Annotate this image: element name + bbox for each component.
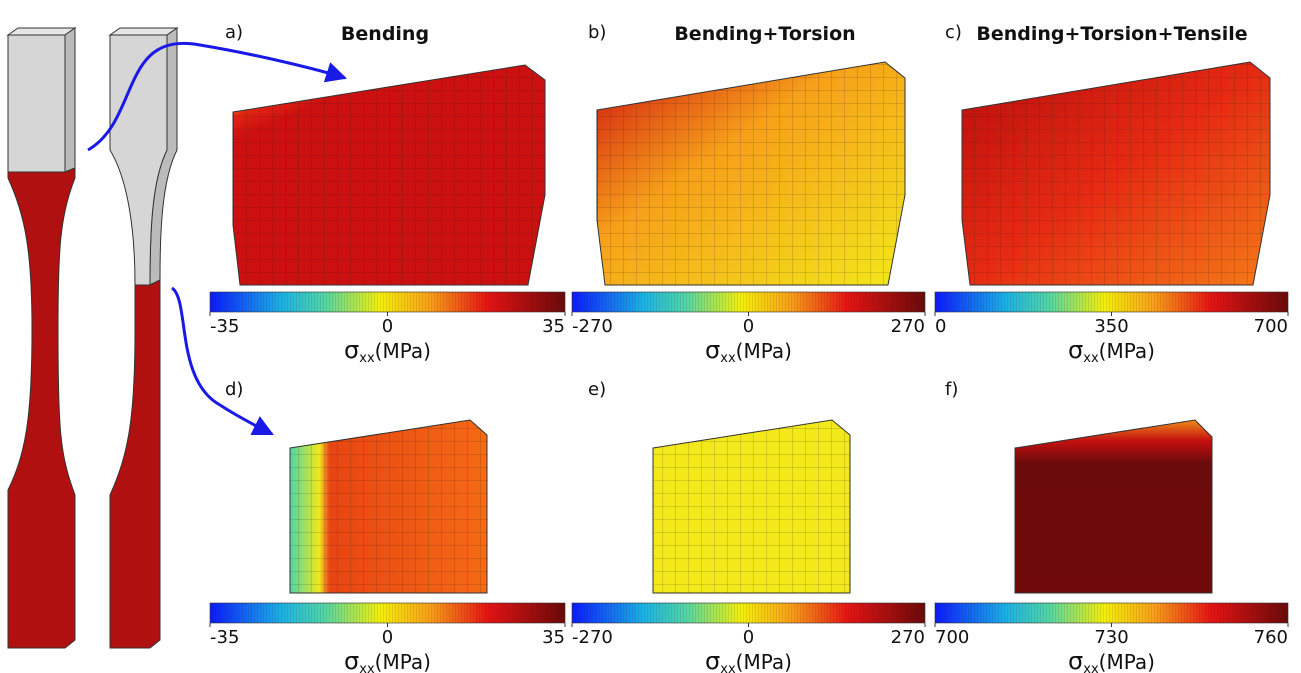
colorbar-tick-label: 760 [1254, 627, 1288, 648]
unit: (MPa) [736, 650, 792, 673]
symbol: σ [344, 647, 359, 673]
colorbar-tick-label: 730 [1094, 627, 1128, 648]
colorbar-lines [571, 291, 926, 313]
colorbar-label: σxx(MPa) [1068, 647, 1155, 673]
specimens [6, 27, 348, 649]
colorbar-tick-label: -35 [210, 627, 239, 648]
symbol: σ [344, 336, 359, 364]
colorbar-tick-label: 0 [382, 627, 393, 648]
colorbar-lines [209, 291, 566, 313]
colorbar-label: σxx(MPa) [344, 647, 431, 673]
colorbar-tick-label: -35 [210, 316, 239, 337]
colorbar-label: σxx(MPa) [705, 336, 792, 366]
subscript: xx [359, 662, 375, 673]
colorbar-tick-label: 35 [542, 316, 565, 337]
colorbar-tick-label: 0 [743, 627, 754, 648]
panel-title: Bending [341, 23, 429, 45]
colorbar-tick-label: 700 [1254, 316, 1288, 337]
panel-label: b) [588, 22, 606, 43]
colorbar-lines [209, 602, 566, 624]
subscript: xx [720, 351, 736, 366]
colorbar-label: σxx(MPa) [344, 336, 431, 366]
symbol: σ [1068, 647, 1083, 673]
panel-label: a) [225, 22, 243, 43]
colorbar-tick-label: -270 [572, 316, 613, 337]
subscript: xx [359, 351, 375, 366]
colorbar-lines [934, 602, 1289, 624]
colorbar-lines [571, 602, 926, 624]
colorbar-tick-label: 270 [891, 627, 925, 648]
colorbar-lines [934, 291, 1289, 313]
colorbar-tick-label: -270 [572, 627, 613, 648]
panel-title: Bending+Torsion [674, 23, 855, 45]
unit: (MPa) [736, 339, 792, 363]
subscript: xx [1083, 351, 1099, 366]
colorbar-label: σxx(MPa) [705, 647, 792, 673]
colorbar-tick-label: 0 [743, 316, 754, 337]
panel-title: Bending+Torsion+Tensile [976, 23, 1247, 45]
stress-plots [232, 61, 1271, 594]
subscript: xx [720, 662, 736, 673]
colorbar-tick-label: 0 [935, 316, 946, 337]
subscript: xx [1083, 662, 1099, 673]
symbol: σ [1068, 336, 1083, 364]
colorbar-tick-label: 35 [542, 627, 565, 648]
symbol: σ [705, 647, 720, 673]
panel-label: f) [945, 379, 958, 400]
unit: (MPa) [375, 650, 431, 673]
panel-label: e) [588, 379, 606, 400]
symbol: σ [705, 336, 720, 364]
unit: (MPa) [1099, 650, 1155, 673]
colorbar-tick-label: 0 [382, 316, 393, 337]
panel-label: c) [945, 22, 962, 43]
panel-label: d) [225, 379, 243, 400]
unit: (MPa) [375, 339, 431, 363]
colorbar-tick-label: 270 [891, 316, 925, 337]
colorbar-tick-label: 700 [935, 627, 969, 648]
colorbar-label: σxx(MPa) [1068, 336, 1155, 366]
colorbar-tick-label: 350 [1094, 316, 1128, 337]
unit: (MPa) [1099, 339, 1155, 363]
